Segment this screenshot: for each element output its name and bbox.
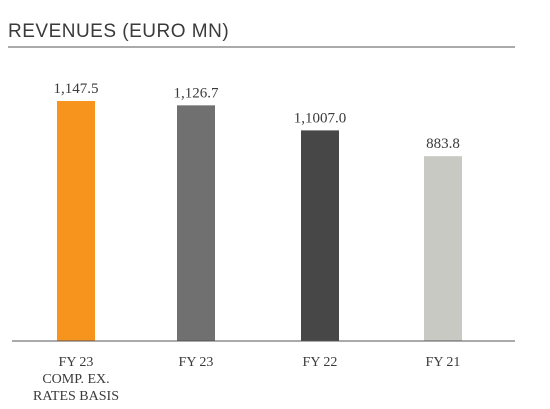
bar-1 <box>177 105 215 341</box>
category-label-0: FY 23 COMP. EX. RATES BASIS <box>33 355 119 404</box>
value-label-1: 1,126.7 <box>174 85 220 101</box>
value-label-2: 1,1007.0 <box>294 110 347 126</box>
bar-2 <box>301 130 339 341</box>
bar-3 <box>424 156 462 341</box>
category-label-2: FY 22 <box>303 355 338 370</box>
category-label-1: FY 23 <box>179 355 214 370</box>
category-label-3: FY 21 <box>426 355 461 370</box>
value-label-0: 1,147.5 <box>54 81 99 97</box>
chart-title: REVENUES (EURO MN) <box>8 21 229 42</box>
value-label-3: 883.8 <box>426 136 460 152</box>
bars-group: 1,147.5 FY 23 COMP. EX. RATES BASIS 1,126.7 F… <box>33 81 462 404</box>
bar-0 <box>57 101 95 341</box>
